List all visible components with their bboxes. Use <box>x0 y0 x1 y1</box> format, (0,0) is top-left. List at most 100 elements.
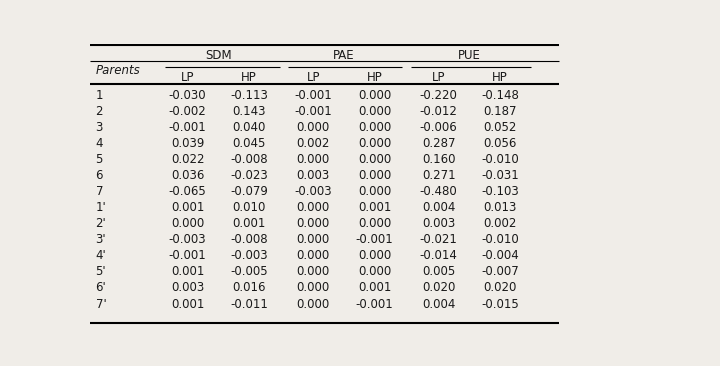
Text: 0.000: 0.000 <box>358 185 391 198</box>
Text: 0.005: 0.005 <box>422 265 455 279</box>
Text: -0.003: -0.003 <box>294 185 332 198</box>
Text: 0.160: 0.160 <box>422 153 456 166</box>
Text: 0.000: 0.000 <box>358 169 391 182</box>
Text: 0.004: 0.004 <box>422 298 456 310</box>
Text: -0.031: -0.031 <box>481 169 519 182</box>
Text: 6': 6' <box>96 281 107 295</box>
Text: -0.010: -0.010 <box>481 233 519 246</box>
Text: -0.079: -0.079 <box>230 185 268 198</box>
Text: LP: LP <box>307 71 320 84</box>
Text: 0.052: 0.052 <box>483 121 517 134</box>
Text: 3: 3 <box>96 121 103 134</box>
Text: 4': 4' <box>96 249 107 262</box>
Text: 7': 7' <box>96 298 107 310</box>
Text: 7: 7 <box>96 185 103 198</box>
Text: 0.045: 0.045 <box>233 137 266 150</box>
Text: 0.036: 0.036 <box>171 169 204 182</box>
Text: -0.001: -0.001 <box>356 298 393 310</box>
Text: -0.480: -0.480 <box>420 185 458 198</box>
Text: LP: LP <box>432 71 446 84</box>
Text: 0.003: 0.003 <box>297 169 330 182</box>
Text: LP: LP <box>181 71 194 84</box>
Text: 3': 3' <box>96 233 107 246</box>
Text: 6: 6 <box>96 169 103 182</box>
Text: -0.004: -0.004 <box>481 249 519 262</box>
Text: -0.002: -0.002 <box>168 105 207 118</box>
Text: 0.016: 0.016 <box>233 281 266 295</box>
Text: 0.000: 0.000 <box>358 217 391 230</box>
Text: 0.003: 0.003 <box>422 217 455 230</box>
Text: 0.004: 0.004 <box>422 201 456 214</box>
Text: 0.020: 0.020 <box>483 281 517 295</box>
Text: 0.002: 0.002 <box>483 217 517 230</box>
Text: 0.143: 0.143 <box>233 105 266 118</box>
Text: 0.013: 0.013 <box>483 201 517 214</box>
Text: 2': 2' <box>96 217 107 230</box>
Text: 0.001: 0.001 <box>171 201 204 214</box>
Text: SDM: SDM <box>205 49 232 62</box>
Text: 0.000: 0.000 <box>358 105 391 118</box>
Text: 0.000: 0.000 <box>297 217 330 230</box>
Text: -0.003: -0.003 <box>168 233 207 246</box>
Text: 0.000: 0.000 <box>297 233 330 246</box>
Text: 2: 2 <box>96 105 103 118</box>
Text: -0.023: -0.023 <box>230 169 268 182</box>
Text: 0.003: 0.003 <box>171 281 204 295</box>
Text: HP: HP <box>241 71 257 84</box>
Text: -0.010: -0.010 <box>481 153 519 166</box>
Text: HP: HP <box>492 71 508 84</box>
Text: HP: HP <box>366 71 382 84</box>
Text: 0.000: 0.000 <box>297 265 330 279</box>
Text: -0.006: -0.006 <box>420 121 458 134</box>
Text: 0.187: 0.187 <box>483 105 517 118</box>
Text: -0.003: -0.003 <box>230 249 268 262</box>
Text: 0.001: 0.001 <box>233 217 266 230</box>
Text: 5': 5' <box>96 265 107 279</box>
Text: 0.001: 0.001 <box>171 265 204 279</box>
Text: 0.000: 0.000 <box>358 121 391 134</box>
Text: 0.010: 0.010 <box>233 201 266 214</box>
Text: -0.008: -0.008 <box>230 233 268 246</box>
Text: -0.148: -0.148 <box>481 89 519 102</box>
Text: -0.007: -0.007 <box>481 265 519 279</box>
Text: -0.113: -0.113 <box>230 89 268 102</box>
Text: 1: 1 <box>96 89 103 102</box>
Text: 0.056: 0.056 <box>483 137 517 150</box>
Text: -0.011: -0.011 <box>230 298 268 310</box>
Text: -0.021: -0.021 <box>420 233 458 246</box>
Text: 0.287: 0.287 <box>422 137 456 150</box>
Text: 0.000: 0.000 <box>297 298 330 310</box>
Text: -0.001: -0.001 <box>168 121 207 134</box>
Text: 0.001: 0.001 <box>358 201 391 214</box>
Text: 0.271: 0.271 <box>422 169 456 182</box>
Text: 0.000: 0.000 <box>297 153 330 166</box>
Text: 0.001: 0.001 <box>358 281 391 295</box>
Text: 0.000: 0.000 <box>358 153 391 166</box>
Text: -0.008: -0.008 <box>230 153 268 166</box>
Text: 1': 1' <box>96 201 107 214</box>
Text: 0.000: 0.000 <box>297 249 330 262</box>
Text: 5: 5 <box>96 153 103 166</box>
Text: 0.000: 0.000 <box>297 281 330 295</box>
Text: PAE: PAE <box>333 49 355 62</box>
Text: -0.103: -0.103 <box>481 185 519 198</box>
Text: -0.012: -0.012 <box>420 105 458 118</box>
Text: 0.000: 0.000 <box>297 201 330 214</box>
Text: 0.000: 0.000 <box>358 265 391 279</box>
Text: -0.001: -0.001 <box>294 89 332 102</box>
Text: -0.014: -0.014 <box>420 249 458 262</box>
Text: 0.040: 0.040 <box>233 121 266 134</box>
Text: 0.000: 0.000 <box>171 217 204 230</box>
Text: 0.022: 0.022 <box>171 153 204 166</box>
Text: 0.000: 0.000 <box>358 89 391 102</box>
Text: -0.015: -0.015 <box>481 298 519 310</box>
Text: -0.001: -0.001 <box>356 233 393 246</box>
Text: 0.000: 0.000 <box>297 121 330 134</box>
Text: 0.039: 0.039 <box>171 137 204 150</box>
Text: -0.001: -0.001 <box>294 105 332 118</box>
Text: -0.220: -0.220 <box>420 89 458 102</box>
Text: -0.005: -0.005 <box>230 265 268 279</box>
Text: 0.002: 0.002 <box>297 137 330 150</box>
Text: 0.000: 0.000 <box>358 249 391 262</box>
Text: -0.030: -0.030 <box>168 89 207 102</box>
